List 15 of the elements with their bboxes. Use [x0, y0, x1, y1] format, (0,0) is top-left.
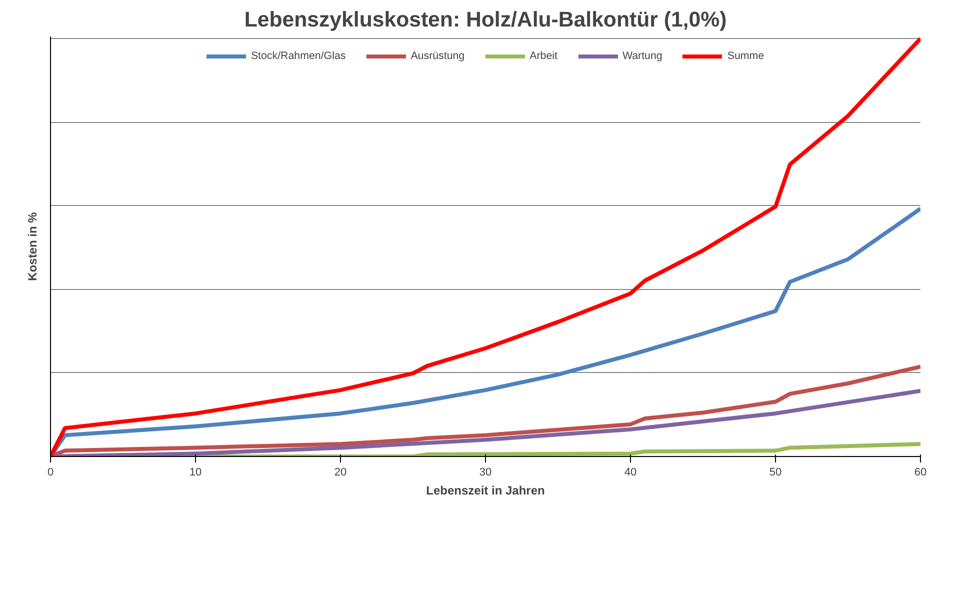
x-tick-label: 0	[47, 466, 54, 478]
x-tick-label: 10	[189, 466, 202, 478]
legend-label: Wartung	[622, 50, 662, 62]
legend-label: Stock/Rahmen/Glas	[250, 50, 346, 62]
x-tick-label: 30	[479, 466, 492, 478]
legend-label: Summe	[727, 50, 764, 62]
legend-label: Ausrüstung	[410, 50, 465, 62]
x-tick-label: 20	[334, 466, 347, 478]
x-tick-label: 50	[769, 466, 782, 478]
x-axis-title: Lebenszeit in Jahren	[426, 484, 545, 498]
legend-label: Arbeit	[530, 50, 558, 62]
y-axis-title: Kosten in %	[26, 212, 40, 281]
x-tick-label: 60	[914, 466, 927, 478]
chart-title: Lebenszykluskosten: Holz/Alu-Balkontür (1,0%)	[244, 8, 727, 32]
x-tick-label: 40	[624, 466, 637, 478]
